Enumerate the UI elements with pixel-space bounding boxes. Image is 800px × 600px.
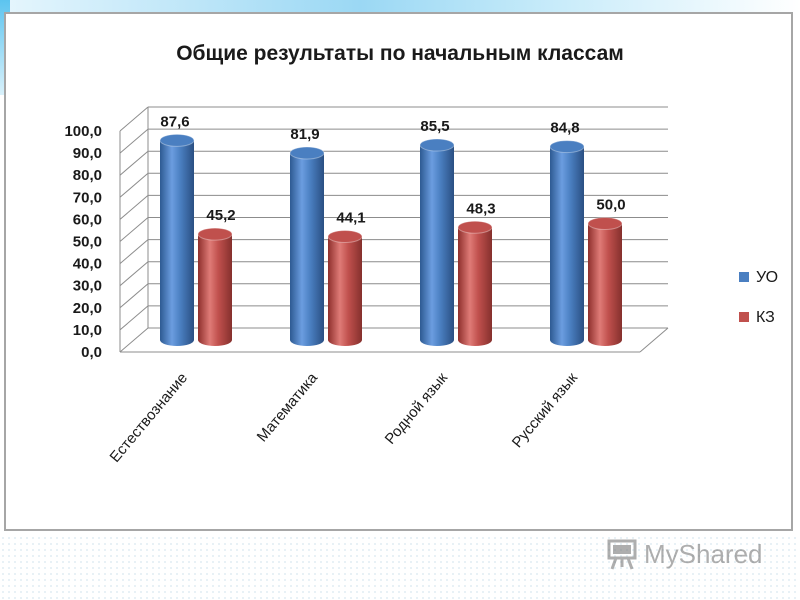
- presentation-board-icon: [607, 539, 637, 570]
- bar-kz: [197, 227, 233, 346]
- y-axis-ticks: 0,0 10,0 20,0 30,0 40,0 50,0 60,0 70,0 80,0 90,0 1…: [64, 123, 102, 361]
- wall-gridline: [119, 106, 149, 132]
- wall-gridline: [119, 217, 149, 242]
- x-axis-categories: Естествознание Математика Родной язык Русск…: [107, 369, 582, 466]
- bar-uo: [419, 138, 455, 346]
- chart-frame: [4, 12, 793, 531]
- y-tick-label: 20,0: [73, 300, 102, 317]
- data-label: 45,2: [206, 207, 235, 224]
- y-tick-label: 30,0: [73, 278, 102, 295]
- legend-swatch: [739, 272, 749, 282]
- bar-top: [159, 133, 195, 147]
- bar-top: [457, 220, 493, 234]
- x-category-label: Родной язык: [382, 369, 452, 447]
- wall-gridline: [119, 172, 149, 198]
- x-category-label: Математика: [254, 369, 322, 445]
- data-label: 87,6: [160, 113, 189, 130]
- wall-gridline: [119, 128, 149, 154]
- bar-top: [197, 227, 233, 241]
- bar-body: [328, 236, 362, 346]
- bar-uo: [289, 146, 325, 346]
- wall-gridline: [119, 305, 149, 331]
- data-label: 50,0: [596, 197, 625, 214]
- wall-gridline: [119, 150, 149, 176]
- x-category-label: Естествознание: [107, 370, 192, 466]
- bar-uo: [159, 133, 195, 346]
- y-tick-label: 60,0: [73, 211, 102, 228]
- chart-bars: [159, 133, 623, 346]
- data-label: 48,3: [466, 200, 495, 217]
- bar-body: [458, 227, 492, 346]
- x-category-label: Русский язык: [509, 369, 582, 451]
- watermark: MyShared: [606, 534, 763, 574]
- bar-top: [419, 138, 455, 152]
- bar-kz: [587, 217, 623, 346]
- bar-body: [588, 223, 622, 346]
- wall-gridline: [119, 195, 149, 220]
- data-label: 81,9: [290, 126, 319, 143]
- data-label: 85,5: [420, 118, 449, 135]
- y-tick-label: 70,0: [73, 189, 102, 206]
- bar-top: [289, 146, 325, 160]
- data-label: 84,8: [550, 120, 579, 137]
- bar-top: [327, 230, 363, 244]
- bar-kz: [327, 230, 363, 346]
- data-label: 44,1: [336, 210, 365, 227]
- bar-top: [587, 217, 623, 230]
- bar-kz: [457, 220, 493, 346]
- wall-gridline: [119, 283, 149, 309]
- y-tick-label: 100,0: [64, 123, 102, 140]
- floor-edge: [639, 327, 669, 353]
- y-tick-label: 90,0: [73, 145, 102, 162]
- y-tick-label: 40,0: [73, 256, 102, 273]
- dotted-background: [0, 535, 800, 600]
- wall-gridline: [119, 261, 149, 287]
- y-tick-label: 10,0: [73, 322, 102, 339]
- bar-body: [550, 146, 584, 346]
- bar-top: [549, 140, 585, 154]
- watermark-text: MyShared: [644, 538, 763, 569]
- y-tick-label: 0,0: [81, 344, 102, 361]
- legend-label: УО: [756, 269, 778, 286]
- wall-gridline: [119, 239, 149, 264]
- y-tick-label: 80,0: [73, 167, 102, 184]
- bar-body: [290, 153, 324, 346]
- chart-legend: УО КЗ: [739, 269, 778, 326]
- bar-uo: [549, 140, 585, 346]
- legend-swatch: [739, 312, 749, 322]
- bar-body: [420, 145, 454, 346]
- legend-label: КЗ: [756, 309, 775, 326]
- wall-gridline: [119, 327, 149, 353]
- data-labels: 87,6 45,2 81,9 44,1 85,5 48,3 84,8 50,0: [160, 113, 625, 226]
- y-tick-label: 50,0: [73, 234, 102, 251]
- chart-title: Общие результаты по начальным классам: [176, 42, 624, 65]
- bar-body: [160, 140, 194, 346]
- bar-body: [198, 234, 232, 346]
